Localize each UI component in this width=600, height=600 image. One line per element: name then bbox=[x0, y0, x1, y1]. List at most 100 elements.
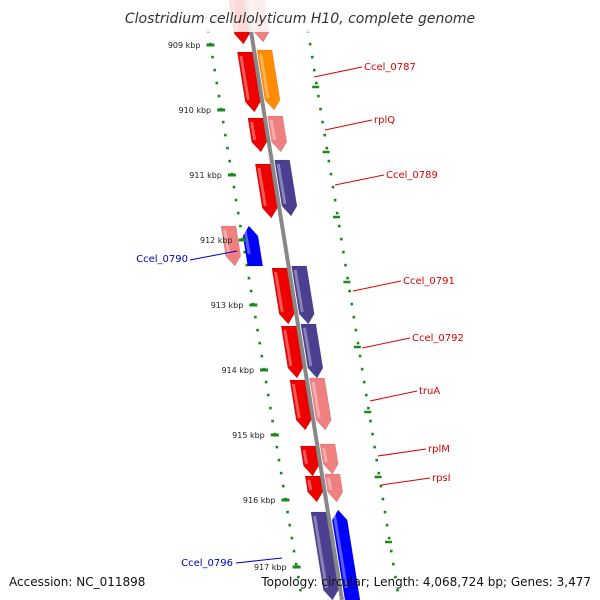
guide-dot bbox=[213, 68, 216, 72]
gene-label[interactable]: truA bbox=[419, 386, 440, 397]
label-leader-line bbox=[334, 174, 385, 186]
guide-dot bbox=[385, 523, 389, 527]
gene-arrow-highlight bbox=[302, 449, 309, 465]
tick-label: 917 kbp bbox=[254, 563, 287, 572]
gene-arrow bbox=[324, 473, 344, 503]
gene-label[interactable]: Ccel_0791 bbox=[403, 276, 455, 287]
guide-dot bbox=[354, 328, 358, 332]
gene-arrow bbox=[304, 475, 324, 503]
guide-dot bbox=[236, 211, 240, 215]
guide-dot bbox=[294, 562, 298, 566]
gene-arrow bbox=[236, 51, 261, 113]
gene-label[interactable]: rpsI bbox=[432, 473, 451, 484]
guide-dot bbox=[239, 224, 242, 228]
guide-dot bbox=[286, 510, 289, 514]
guide-dot bbox=[371, 432, 374, 436]
backbone-line bbox=[244, 0, 344, 600]
gene-label[interactable]: Ccel_0796 bbox=[181, 558, 233, 569]
gene-label[interactable]: rplM bbox=[428, 444, 450, 455]
gene-arrow-highlight bbox=[259, 53, 270, 99]
gene-arrow-highlight bbox=[250, 121, 257, 141]
guide-dot bbox=[256, 328, 259, 332]
guide-dot bbox=[331, 185, 335, 189]
label-leader-line bbox=[380, 477, 431, 486]
tick-label: 911 kbp bbox=[189, 171, 222, 180]
guide-dot bbox=[221, 120, 225, 124]
tick-label: 910 kbp bbox=[179, 106, 212, 115]
gene-arrow-highlight bbox=[303, 327, 313, 367]
label-leader-line bbox=[324, 119, 373, 131]
gene-arrow-highlight bbox=[269, 119, 277, 141]
label-leader-line bbox=[235, 557, 283, 564]
guide-dot bbox=[356, 341, 360, 345]
gene-arrow-highlight bbox=[332, 513, 348, 589]
gene-arrow-highlight bbox=[239, 55, 250, 101]
guide-dot bbox=[254, 315, 257, 319]
guide-dot bbox=[329, 172, 333, 176]
guide-dot bbox=[335, 211, 339, 215]
gene-label[interactable]: Ccel_0790 bbox=[136, 254, 188, 265]
gene-arrow bbox=[319, 443, 339, 475]
guide-dot bbox=[344, 263, 347, 267]
guide-dot bbox=[249, 289, 253, 293]
guide-dot bbox=[260, 354, 264, 358]
guide-dot bbox=[315, 81, 318, 85]
guide-dot bbox=[313, 68, 316, 72]
guide-dot bbox=[321, 120, 324, 124]
guide-dot bbox=[310, 55, 314, 59]
gene-arrow bbox=[271, 267, 295, 325]
guide-dot bbox=[228, 159, 231, 163]
guide-dot bbox=[290, 536, 294, 540]
guide-dot bbox=[264, 380, 268, 384]
gene-arrow-highlight bbox=[307, 479, 313, 491]
gene-arrow bbox=[220, 225, 242, 267]
guide-dot bbox=[269, 406, 272, 410]
position-ticks: 909 kbp 910 kbp 911 kbp 912 kbp 913 kbp 914 k… bbox=[168, 41, 392, 572]
gene-label[interactable]: rplQ bbox=[374, 115, 395, 126]
guide-dot bbox=[342, 250, 345, 254]
guide-dot bbox=[319, 107, 322, 111]
guide-dot bbox=[243, 250, 246, 254]
guide-dot bbox=[350, 302, 354, 306]
map-title: Clostridium cellulolyticum H10, complete… bbox=[125, 11, 475, 27]
guide-dot bbox=[215, 81, 219, 85]
guide-dot bbox=[389, 549, 393, 553]
gene-arrow-highlight bbox=[257, 167, 267, 207]
guide-dot bbox=[271, 419, 274, 423]
gene-arrow bbox=[247, 117, 268, 153]
guide-dot bbox=[288, 523, 292, 527]
gene-labels: Ccel_0787 rplQ Ccel_0789 Ccel_0790 Ccel_0791… bbox=[136, 62, 464, 569]
title-backdrop bbox=[0, 0, 600, 32]
guide-dot bbox=[258, 341, 261, 345]
gene-arrow-highlight bbox=[274, 271, 284, 313]
guide-dot bbox=[373, 445, 376, 449]
guide-dot bbox=[325, 146, 329, 150]
guide-dot bbox=[396, 588, 399, 592]
gene-arrow-highlight bbox=[283, 329, 293, 367]
guide-dot bbox=[234, 198, 238, 202]
gene-arrow-highlight bbox=[276, 163, 287, 205]
guide-dot bbox=[365, 393, 368, 397]
gene-arrow bbox=[309, 377, 332, 431]
tick-label: 909 kbp bbox=[168, 41, 201, 50]
guide-dot bbox=[394, 575, 397, 579]
gene-arrow bbox=[310, 511, 339, 600]
gene-arrow-highlight bbox=[291, 383, 301, 419]
guide-dot bbox=[277, 458, 281, 462]
accession-text: Accession: NC_011898 bbox=[9, 575, 145, 589]
gene-label[interactable]: Ccel_0792 bbox=[412, 333, 464, 344]
gene-arrow-highlight bbox=[243, 229, 251, 255]
gene-arrow-highlight bbox=[223, 229, 231, 255]
guide-dot bbox=[352, 315, 356, 319]
guide-dot bbox=[323, 133, 326, 137]
gene-label[interactable]: Ccel_0789 bbox=[386, 170, 438, 181]
gene-arrow-highlight bbox=[293, 269, 304, 313]
guide-dot bbox=[308, 42, 312, 46]
gene-label[interactable]: Ccel_0787 bbox=[364, 62, 416, 73]
guide-dot bbox=[281, 484, 285, 488]
gene-arrow bbox=[242, 225, 264, 267]
guide-dot bbox=[392, 562, 395, 566]
gene-arrow-highlight bbox=[327, 477, 333, 491]
